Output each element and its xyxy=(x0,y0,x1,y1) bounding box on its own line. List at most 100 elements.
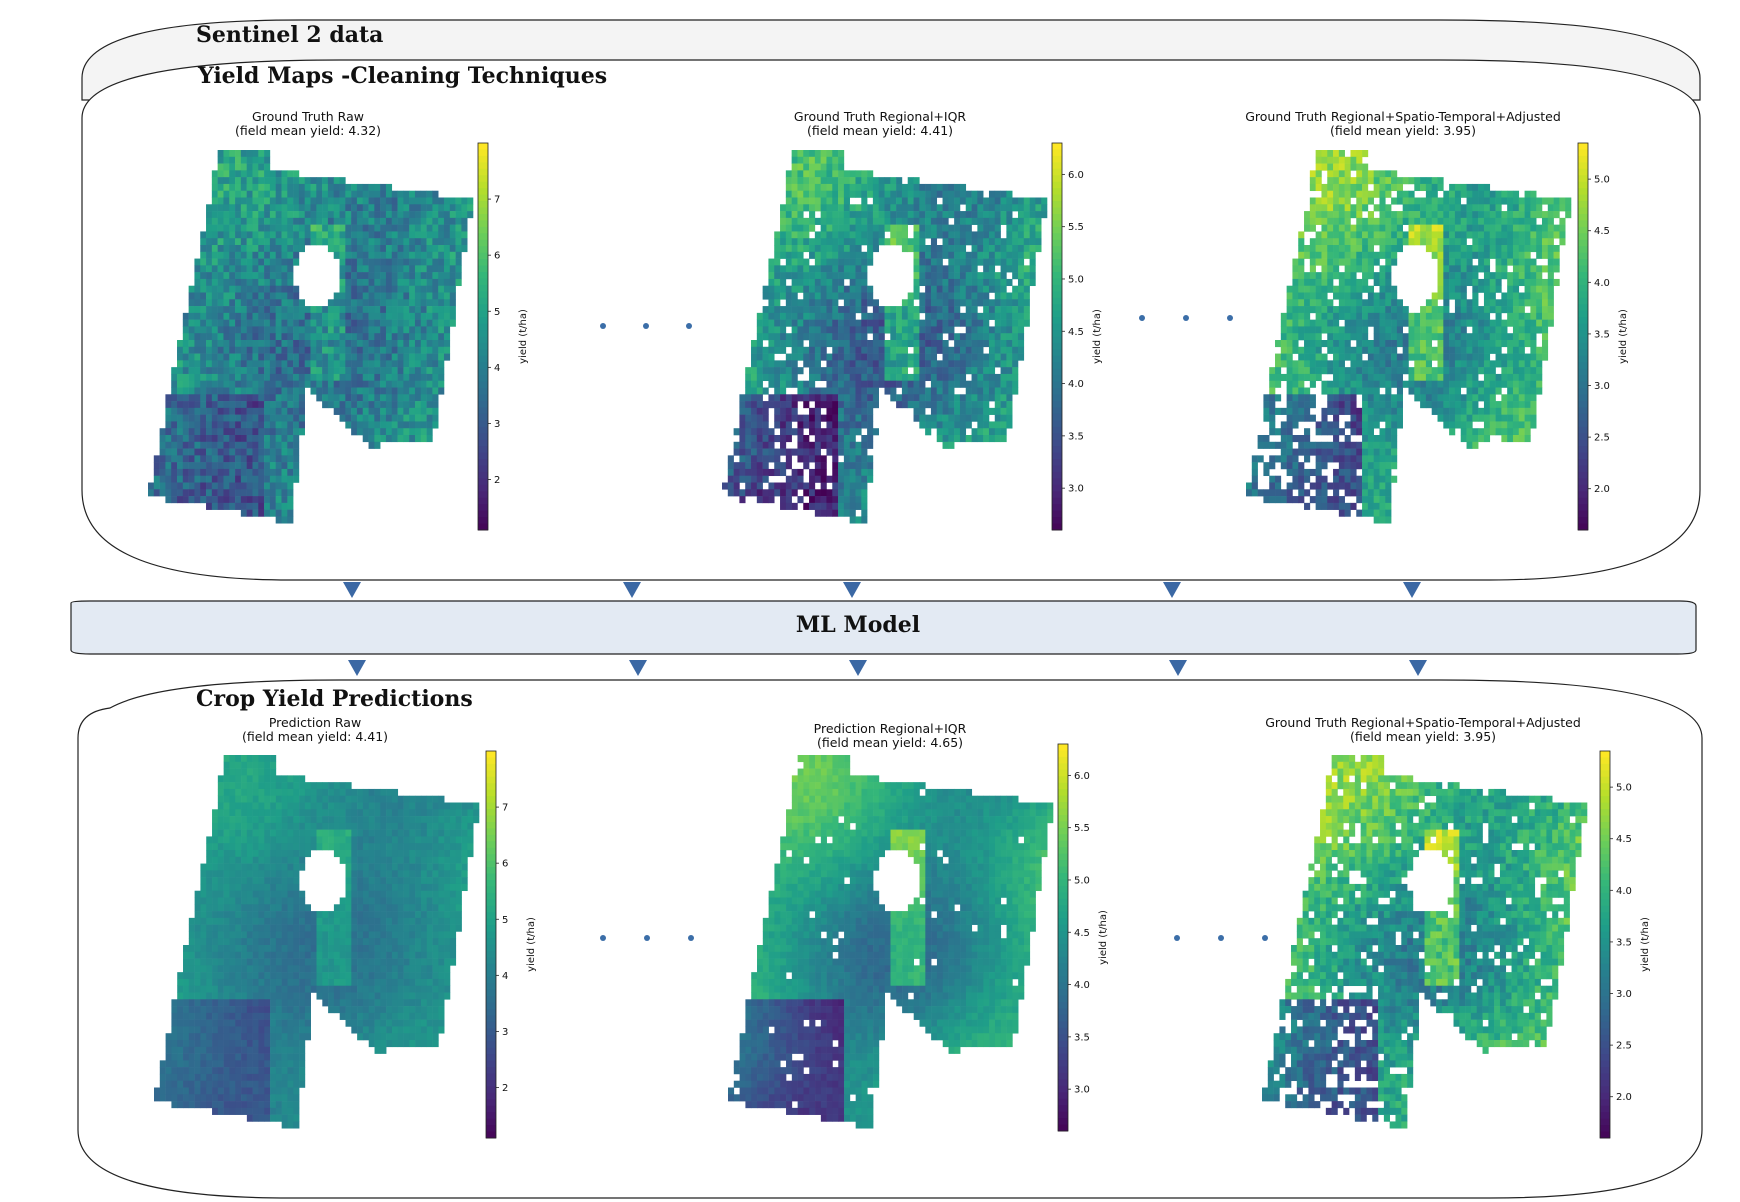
colorbar-tick-label: 2.0 xyxy=(1616,1092,1632,1103)
map-panel-gt-raw: Ground Truth Raw(field mean yield: 4.32)… xyxy=(148,109,529,531)
flow-arrow xyxy=(1163,582,1181,598)
ellipsis-dot xyxy=(600,323,606,329)
colorbar-label: yield (t/ha) xyxy=(1092,309,1103,364)
colorbar-label: yield (t/ha) xyxy=(518,309,529,364)
map-subtitle: (field mean yield: 3.95) xyxy=(1350,729,1496,744)
colorbar-tick-label: 4.0 xyxy=(1074,980,1090,991)
flow-arrow xyxy=(623,582,641,598)
colorbar-tick-label: 4 xyxy=(502,971,508,982)
colorbar: 2 3 4 5 6 7 yield (t/ha) xyxy=(477,142,529,531)
ellipsis-dot xyxy=(686,323,692,329)
ellipsis-dot xyxy=(1227,315,1233,321)
map-panel-pred-regional-iqr: Prediction Regional+IQR(field mean yield… xyxy=(728,721,1109,1132)
colorbar-tick-label: 5 xyxy=(494,307,500,318)
colorbar-tick-label: 6 xyxy=(502,859,508,870)
colorbar-tick-label: 3 xyxy=(502,1027,508,1038)
flow-arrow xyxy=(348,660,366,676)
colorbar-label: yield (t/ha) xyxy=(1640,917,1651,972)
colorbar-tick-label: 2 xyxy=(502,1083,508,1094)
colorbar: 2 3 4 5 6 7 yield (t/ha) xyxy=(485,750,537,1139)
colorbar: 3.0 3.5 4.0 4.5 5.0 5.5 6.0 yield (t/ha) xyxy=(1051,142,1103,531)
colorbar: 2.0 2.5 3.0 3.5 4.0 4.5 5.0 yield (t/ha) xyxy=(1577,142,1629,531)
colorbar-tick-label: 3.5 xyxy=(1068,431,1084,442)
ellipsis-dot xyxy=(1218,935,1224,941)
map-title: Ground Truth Raw xyxy=(252,109,364,124)
colorbar-tick-label: 7 xyxy=(494,195,500,206)
colorbar-tick-label: 4.5 xyxy=(1074,928,1090,939)
colorbar-tick-label: 6.0 xyxy=(1074,771,1090,782)
map-title: Ground Truth Regional+Spatio-Temporal+Ad… xyxy=(1245,109,1561,124)
colorbar: 3.0 3.5 4.0 4.5 5.0 5.5 6.0 yield (t/ha) xyxy=(1057,743,1109,1132)
arrows-into-model xyxy=(343,582,1421,598)
colorbar-tick-label: 5.0 xyxy=(1068,274,1084,285)
ellipsis-dot xyxy=(688,935,694,941)
map-title: Ground Truth Regional+IQR xyxy=(794,109,967,124)
yield-heatmap xyxy=(722,150,1048,524)
colorbar-tick-label: 4.0 xyxy=(1594,278,1610,289)
colorbar-tick-label: 5.0 xyxy=(1616,783,1632,794)
yield-heatmap xyxy=(728,755,1054,1129)
colorbar-tick-label: 3.0 xyxy=(1068,484,1084,495)
colorbar-tick-label: 6 xyxy=(494,251,500,262)
colorbar-tick-label: 5.5 xyxy=(1068,222,1084,233)
colorbar-tick-label: 5 xyxy=(502,915,508,926)
ellipsis-dot xyxy=(1262,935,1268,941)
flow-arrow xyxy=(849,660,867,676)
map-title: Ground Truth Regional+Spatio-Temporal+Ad… xyxy=(1265,715,1581,730)
colorbar-tick-label: 5.0 xyxy=(1594,175,1610,186)
flow-arrow xyxy=(629,660,647,676)
map-subtitle: (field mean yield: 3.95) xyxy=(1330,123,1476,138)
yield-heatmap xyxy=(1262,755,1588,1129)
colorbar-tick-label: 4 xyxy=(494,363,500,374)
colorbar-tick-label: 3.0 xyxy=(1074,1085,1090,1096)
colorbar-tick-label: 7 xyxy=(502,803,508,814)
colorbar-tick-label: 3.0 xyxy=(1616,989,1632,1000)
map-title: Prediction Raw xyxy=(269,715,361,730)
ellipsis-dot xyxy=(1174,935,1180,941)
yield-heatmap xyxy=(1246,150,1572,524)
colorbar-tick-label: 3.5 xyxy=(1074,1032,1090,1043)
colorbar-tick-label: 4.0 xyxy=(1616,886,1632,897)
ellipsis-dot xyxy=(644,935,650,941)
colorbar-tick-label: 4.5 xyxy=(1616,834,1632,845)
map-subtitle: (field mean yield: 4.32) xyxy=(235,123,381,138)
ml-model-box xyxy=(70,600,1697,655)
map-panel-gt-regional-st-adjusted: Ground Truth Regional+Spatio-Temporal+Ad… xyxy=(1245,109,1629,531)
flow-arrow xyxy=(1409,660,1427,676)
colorbar-tick-label: 2.5 xyxy=(1616,1041,1632,1052)
colorbar-label: yield (t/ha) xyxy=(526,917,537,972)
colorbar-tick-label: 2.0 xyxy=(1594,484,1610,495)
map-panel-pred-raw: Prediction Raw(field mean yield: 4.41) 2 3… xyxy=(154,715,537,1139)
ellipsis-dot xyxy=(643,323,649,329)
ellipsis-dots xyxy=(600,315,1268,941)
colorbar-tick-label: 2 xyxy=(494,475,500,486)
arrows-out-of-model xyxy=(348,660,1427,676)
colorbar-tick-label: 4.5 xyxy=(1594,226,1610,237)
colorbar-tick-label: 3.5 xyxy=(1616,937,1632,948)
yield-heatmap xyxy=(148,150,474,524)
colorbar-tick-label: 4.0 xyxy=(1068,379,1084,390)
colorbar: 2.0 2.5 3.0 3.5 4.0 4.5 5.0 yield (t/ha) xyxy=(1599,750,1651,1139)
ellipsis-dot xyxy=(1139,315,1145,321)
ellipsis-dot xyxy=(600,935,606,941)
map-subtitle: (field mean yield: 4.41) xyxy=(242,729,388,744)
colorbar-tick-label: 3.5 xyxy=(1594,329,1610,340)
colorbar-label: yield (t/ha) xyxy=(1618,309,1629,364)
colorbar-tick-label: 6.0 xyxy=(1068,170,1084,181)
colorbar-tick-label: 3 xyxy=(494,419,500,430)
colorbar-tick-label: 2.5 xyxy=(1594,433,1610,444)
sentinel-data-title: Sentinel 2 data xyxy=(196,22,383,48)
map-subtitle: (field mean yield: 4.41) xyxy=(807,123,953,138)
flow-arrow xyxy=(343,582,361,598)
colorbar-tick-label: 5.5 xyxy=(1074,823,1090,834)
colorbar-tick-label: 3.0 xyxy=(1594,381,1610,392)
map-title: Prediction Regional+IQR xyxy=(814,721,967,736)
map-panel-gt-regional-iqr: Ground Truth Regional+IQR(field mean yie… xyxy=(722,109,1103,531)
flow-arrow xyxy=(1403,582,1421,598)
yield-maps-title: Yield Maps -Cleaning Techniques xyxy=(197,63,607,89)
ellipsis-dot xyxy=(1183,315,1189,321)
colorbar-tick-label: 4.5 xyxy=(1068,327,1084,338)
colorbar-tick-label: 5.0 xyxy=(1074,875,1090,886)
yield-heatmap xyxy=(154,755,480,1129)
